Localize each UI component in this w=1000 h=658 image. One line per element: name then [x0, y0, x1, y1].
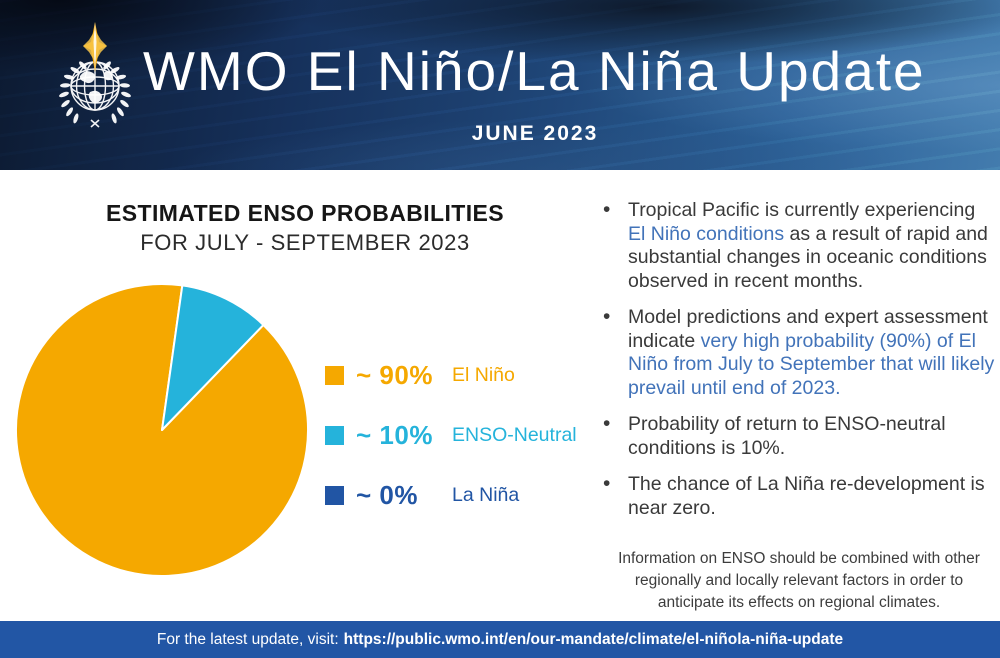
footer-prefix: For the latest update, visit: [156, 630, 339, 648]
legend-percent: ~ 90% [356, 359, 433, 390]
legend-swatch-icon [325, 365, 344, 385]
legend-percent: ~ 10% [356, 419, 433, 450]
enso-probability-pie-chart [15, 282, 309, 577]
disclaimer-note: Information on ENSO should be combined w… [618, 550, 980, 611]
highlighted-text: El Niño conditions [628, 222, 785, 245]
body-text: Probability of return to ENSO-neutral co… [628, 413, 946, 459]
body-text: Model predictions and expert assessment … [628, 306, 988, 352]
legend-item: ~ 90% El Niño [325, 360, 590, 390]
legend-percent: ~ 0% [356, 479, 418, 510]
header-banner: WMO El Niño/La Niña Update JUNE 2023 [0, 0, 1000, 170]
chart-heading: ESTIMATED ENSO PROBABILITIES [106, 200, 504, 226]
issue-date: JUNE 2023 [471, 122, 599, 145]
bullet-item: Tropical Pacific is currently experienci… [600, 198, 996, 293]
bullet-item: Model predictions and expert assessment … [600, 305, 996, 400]
legend-item: ~ 0% La Niña [325, 480, 590, 510]
pie-legend: ~ 90% El Niño ~ 10% ENSO-Neutral ~ 0% La Niña [325, 360, 590, 540]
body-text: as a result of rapid and substantial cha… [628, 222, 988, 292]
legend-label: ENSO-Neutral [452, 423, 577, 446]
legend-label: El Niño [452, 363, 515, 386]
legend-swatch-icon [325, 425, 344, 445]
bullet-item: Probability of return to ENSO-neutral co… [600, 412, 996, 460]
legend-swatch-icon [325, 485, 344, 505]
compass-star-icon [83, 22, 107, 72]
page-title: WMO El Niño/La Niña Update [143, 40, 926, 102]
footer-bar: For the latest update, visit: https://pu… [0, 621, 1000, 658]
pie-slice-enso-neutral [161, 284, 265, 431]
highlighted-text: very high probability (90%) of El Niño f… [628, 329, 995, 399]
legend-label: La Niña [452, 483, 520, 506]
chart-subheading: FOR JULY - SEPTEMBER 2023 [140, 230, 470, 255]
bullet-item: The chance of La Niña re-development is … [600, 472, 996, 520]
wmo-logo-icon [59, 22, 131, 128]
bullet-list: Tropical Pacific is currently experienci… [600, 198, 996, 533]
legend-item: ~ 10% ENSO-Neutral [325, 420, 590, 450]
body-text: Tropical Pacific is currently experienci… [628, 199, 976, 221]
footer-update-link[interactable]: https://public.wmo.int/en/our-mandate/cl… [343, 630, 844, 648]
body-text: The chance of La Niña re-development is … [628, 473, 985, 519]
